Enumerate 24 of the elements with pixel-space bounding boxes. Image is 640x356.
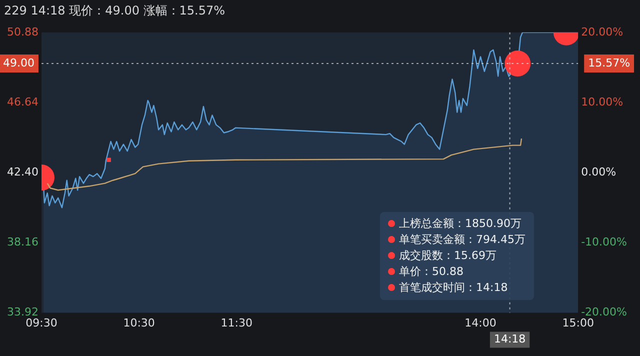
y-tick-label: 33.92 — [6, 306, 38, 319]
y-tick-label: 38.16 — [6, 236, 38, 249]
ref-line-label: 49.00 — [2, 56, 34, 70]
y2-tick-label: 0.00% — [581, 165, 616, 178]
annotation: 上榜总金额：1850.90万 — [399, 217, 522, 230]
annotation: 单价：50.88 — [399, 265, 464, 278]
y2-tick-label: -10.00% — [581, 236, 628, 249]
x-tick-label: 15:00 — [562, 316, 594, 330]
y-tick-label: 50.88 — [6, 25, 38, 38]
annotation: 首笔成交时间：14:18 — [399, 281, 508, 294]
x-tick-label: 14:00 — [464, 316, 496, 330]
y2-tick-label: -20.00% — [581, 306, 628, 319]
x-tick-label: 11:30 — [220, 316, 252, 330]
y2-tick-label: 10.00% — [581, 95, 624, 108]
chart-title: 229 14:18 现价：49.00 涨幅：15.57% — [4, 3, 226, 18]
annotation: 成交股数：15.69万 — [399, 249, 496, 262]
y-tick-label: 46.64 — [6, 95, 38, 108]
y2-tick-label: 20.00% — [581, 25, 624, 38]
x-tick-label: 09:30 — [26, 316, 58, 330]
annotation: 单笔买卖金额：794.45万 — [399, 233, 526, 246]
annotation: 15.57% — [588, 56, 630, 70]
ref-line-label: 14:18 — [494, 332, 526, 346]
y-tick-label: 42.40 — [6, 165, 38, 178]
x-tick-label: 10:30 — [123, 316, 155, 330]
